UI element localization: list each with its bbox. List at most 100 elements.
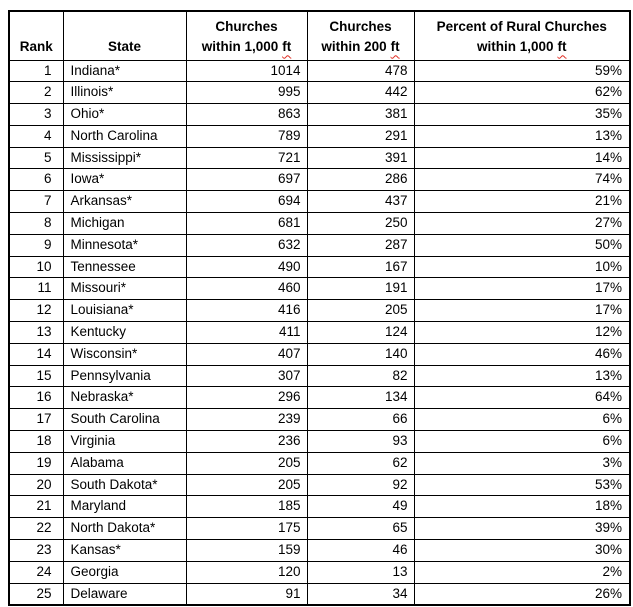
cell-rank: 19 xyxy=(8,451,64,475)
cell-state: Michigan xyxy=(62,212,187,235)
cell-rank: 16 xyxy=(8,386,64,410)
cell-rank: 4 xyxy=(8,124,64,148)
cell-within-1000-ft: 307 xyxy=(185,364,308,388)
cell-state: Ohio* xyxy=(62,103,187,126)
table-row: 20 South Dakota* 205 92 53% xyxy=(8,473,631,497)
cell-percent-rural: 14% xyxy=(413,146,631,170)
cell-rank: 13 xyxy=(8,321,64,344)
cell-within-1000-ft: 694 xyxy=(185,190,308,214)
cell-within-200-ft: 381 xyxy=(306,103,415,126)
cell-state: Arkansas* xyxy=(62,190,187,214)
cell-rank: 8 xyxy=(8,212,64,235)
cell-percent-rural: 2% xyxy=(413,560,631,584)
table-row: 2 Illinois* 995 442 62% xyxy=(8,81,631,105)
cell-within-1000-ft: 460 xyxy=(185,277,308,301)
cell-within-1000-ft: 697 xyxy=(185,168,308,192)
cell-within-1000-ft: 490 xyxy=(185,255,308,279)
table-row: 24 Georgia 120 13 2% xyxy=(8,560,631,584)
cell-within-1000-ft: 159 xyxy=(185,539,308,562)
cell-within-1000-ft: 1014 xyxy=(185,59,308,83)
cell-within-200-ft: 287 xyxy=(306,233,415,257)
table-row: 23 Kansas* 159 46 30% xyxy=(8,539,631,562)
col-header-churches-within-1000ft: Churches within 1,000 ft xyxy=(185,10,308,61)
cell-within-200-ft: 291 xyxy=(306,124,415,148)
cell-within-1000-ft: 681 xyxy=(185,212,308,235)
cell-state: Nebraska* xyxy=(62,386,187,410)
header-line-2: within 1,000 xyxy=(201,39,279,55)
cell-percent-rural: 17% xyxy=(413,299,631,323)
cell-within-1000-ft: 239 xyxy=(185,408,308,432)
cell-within-1000-ft: 632 xyxy=(185,233,308,257)
header-line-2: within 200 xyxy=(321,39,387,55)
cell-state: Wisconsin* xyxy=(62,342,187,366)
cell-percent-rural: 13% xyxy=(413,364,631,388)
cell-percent-rural: 26% xyxy=(413,582,631,606)
table-row: 4 North Carolina 789 291 13% xyxy=(8,124,631,148)
cell-state: Alabama xyxy=(62,451,187,475)
col-header-state: State xyxy=(62,10,187,61)
cell-within-1000-ft: 411 xyxy=(185,321,308,344)
cell-rank: 9 xyxy=(8,233,64,257)
table-row: 8 Michigan 681 250 27% xyxy=(8,212,631,235)
rural-churches-table: Rank State Churches within 1,000 ft Churc… xyxy=(8,10,631,607)
cell-rank: 22 xyxy=(8,517,64,541)
cell-percent-rural: 18% xyxy=(413,495,631,519)
table-row: 14 Wisconsin* 407 140 46% xyxy=(8,342,631,366)
cell-rank: 20 xyxy=(8,473,64,497)
cell-within-200-ft: 442 xyxy=(306,81,415,105)
cell-percent-rural: 35% xyxy=(413,103,631,126)
cell-rank: 18 xyxy=(8,430,64,453)
table-row: 12 Louisiana* 416 205 17% xyxy=(8,299,631,323)
cell-within-1000-ft: 205 xyxy=(185,451,308,475)
cell-rank: 23 xyxy=(8,539,64,562)
table-row: 9 Minnesota* 632 287 50% xyxy=(8,233,631,257)
cell-within-200-ft: 49 xyxy=(306,495,415,519)
table-row: 6 Iowa* 697 286 74% xyxy=(8,168,631,192)
cell-within-1000-ft: 185 xyxy=(185,495,308,519)
cell-percent-rural: 53% xyxy=(413,473,631,497)
cell-within-200-ft: 205 xyxy=(306,299,415,323)
table-row: 10 Tennessee 490 167 10% xyxy=(8,255,631,279)
cell-within-1000-ft: 407 xyxy=(185,342,308,366)
spellcheck-underlined-unit: ft xyxy=(282,39,292,55)
cell-within-200-ft: 34 xyxy=(306,582,415,606)
table-row: 19 Alabama 205 62 3% xyxy=(8,451,631,475)
cell-rank: 12 xyxy=(8,299,64,323)
cell-within-200-ft: 66 xyxy=(306,408,415,432)
table-row: 1 Indiana* 1014 478 59% xyxy=(8,59,631,83)
cell-percent-rural: 50% xyxy=(413,233,631,257)
table-header: Rank State Churches within 1,000 ft Churc… xyxy=(8,10,631,61)
header-line-1: Churches xyxy=(329,19,392,34)
cell-percent-rural: 21% xyxy=(413,190,631,214)
table-row: 16 Nebraska* 296 134 64% xyxy=(8,386,631,410)
cell-state: Maryland xyxy=(62,495,187,519)
cell-state: Mississippi* xyxy=(62,146,187,170)
cell-rank: 14 xyxy=(8,342,64,366)
cell-rank: 1 xyxy=(8,59,64,83)
table-body: 1 Indiana* 1014 478 59% 2 Illinois* 995 442 62% 3 O… xyxy=(8,59,631,606)
cell-within-1000-ft: 175 xyxy=(185,517,308,541)
cell-within-200-ft: 437 xyxy=(306,190,415,214)
table-row: 18 Virginia 236 93 6% xyxy=(8,430,631,453)
cell-within-1000-ft: 91 xyxy=(185,582,308,606)
table-row: 25 Delaware 91 34 26% xyxy=(8,582,631,606)
cell-state: Kentucky xyxy=(62,321,187,344)
header-line-1: Percent of Rural Churches xyxy=(436,19,607,34)
cell-within-200-ft: 191 xyxy=(306,277,415,301)
cell-percent-rural: 3% xyxy=(413,451,631,475)
cell-percent-rural: 6% xyxy=(413,408,631,432)
cell-percent-rural: 62% xyxy=(413,81,631,105)
cell-within-1000-ft: 995 xyxy=(185,81,308,105)
cell-state: Iowa* xyxy=(62,168,187,192)
cell-percent-rural: 27% xyxy=(413,212,631,235)
table-row: 7 Arkansas* 694 437 21% xyxy=(8,190,631,214)
cell-within-1000-ft: 205 xyxy=(185,473,308,497)
cell-state: Louisiana* xyxy=(62,299,187,323)
table-row: 13 Kentucky 411 124 12% xyxy=(8,321,631,344)
cell-rank: 25 xyxy=(8,582,64,606)
cell-within-200-ft: 65 xyxy=(306,517,415,541)
cell-rank: 11 xyxy=(8,277,64,301)
cell-within-200-ft: 93 xyxy=(306,430,415,453)
cell-state: Illinois* xyxy=(62,81,187,105)
